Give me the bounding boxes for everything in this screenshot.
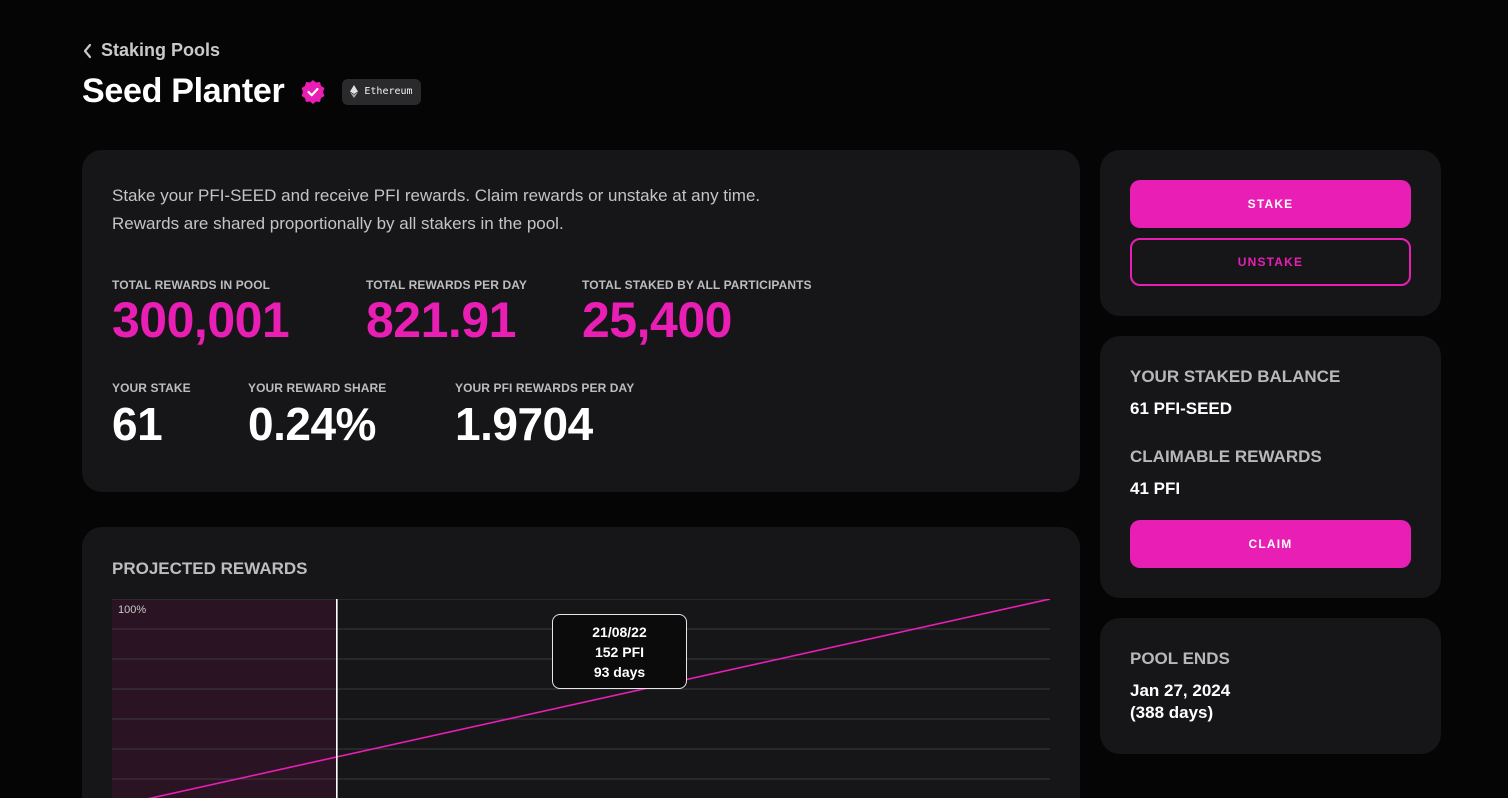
total-staked-label: TOTAL STAKED BY ALL PARTICIPANTS [582, 278, 812, 292]
unstake-button[interactable]: UNSTAKE [1130, 238, 1411, 286]
pool-ends-label: POOL ENDS [1130, 649, 1230, 668]
chain-badge: Ethereum [342, 78, 421, 105]
stake-button[interactable]: STAKE [1130, 180, 1411, 228]
description-line-2: Rewards are shared proportionally by all… [112, 214, 564, 233]
tooltip-value: 152 PFI [594, 643, 645, 660]
projected-rewards-card: PROJECTED REWARDS 100% 21/08/22 152 PFI … [82, 527, 1080, 798]
stake-actions-card: STAKE UNSTAKE [1100, 150, 1441, 316]
verified-badge-icon [301, 79, 325, 104]
pool-title-row: Seed Planter Ethereum [82, 72, 421, 111]
total-rewards-label: TOTAL REWARDS IN POOL [112, 278, 271, 292]
y-axis-max-label: 100% [118, 604, 147, 616]
your-rewards-per-day-stat: YOUR PFI REWARDS PER DAY 1.9704 [455, 381, 634, 451]
reward-share-value: 0.24% [248, 398, 376, 450]
claimable-rewards-label: CLAIMABLE REWARDS [1130, 447, 1322, 466]
your-stake-label: YOUR STAKE [112, 381, 191, 395]
total-rewards-value: 300,001 [112, 292, 290, 348]
pool-ends-date: Jan 27, 2024 [1130, 681, 1231, 700]
total-rewards-stat: TOTAL REWARDS IN POOL 300,001 [112, 278, 290, 348]
claimable-rewards-value: 41 PFI [1130, 479, 1181, 498]
your-rewards-per-day-label: YOUR PFI REWARDS PER DAY [455, 381, 635, 395]
your-stake-value: 61 [112, 398, 163, 450]
reward-share-stat: YOUR REWARD SHARE 0.24% [248, 381, 386, 451]
pool-info-card: Stake your PFI-SEED and receive PFI rewa… [82, 150, 1080, 492]
staked-balance-label: YOUR STAKED BALANCE [1130, 367, 1341, 386]
tooltip-date: 21/08/22 [592, 623, 647, 640]
projected-rewards-chart[interactable] [112, 599, 1050, 798]
projected-rewards-line [147, 599, 1050, 798]
ethereum-icon [350, 85, 359, 98]
tooltip-days: 93 days [593, 663, 646, 680]
pool-ends-days: (388 days) [1130, 703, 1214, 722]
chart-title: PROJECTED REWARDS [112, 559, 308, 578]
balance-card: YOUR STAKED BALANCE 61 PFI-SEED CLAIMABL… [1100, 336, 1441, 598]
total-staked-value: 25,400 [582, 292, 732, 348]
page-title: Seed Planter [82, 72, 285, 110]
description-line-1: Stake your PFI-SEED and receive PFI rewa… [112, 186, 761, 205]
rewards-per-day-value: 821.91 [366, 292, 516, 348]
reward-share-label: YOUR REWARD SHARE [248, 381, 387, 395]
pool-ends-card: POOL ENDS Jan 27, 2024 (388 days) [1100, 618, 1441, 754]
chevron-left-icon [83, 43, 92, 58]
claim-button[interactable]: CLAIM [1130, 520, 1411, 568]
staked-balance-value: 61 PFI-SEED [1130, 399, 1233, 418]
rewards-per-day-label: TOTAL REWARDS PER DAY [366, 278, 528, 292]
back-link-label: Staking Pools [101, 40, 221, 60]
your-rewards-per-day-value: 1.9704 [455, 398, 593, 450]
rewards-per-day-stat: TOTAL REWARDS PER DAY 821.91 [366, 278, 527, 348]
chain-badge-label: Ethereum [364, 86, 413, 97]
your-stake-stat: YOUR STAKE 61 [112, 381, 191, 451]
pool-description: Stake your PFI-SEED and receive PFI rewa… [112, 182, 760, 238]
back-to-staking-pools-link[interactable]: Staking Pools [82, 40, 220, 61]
total-staked-stat: TOTAL STAKED BY ALL PARTICIPANTS 25,400 [582, 278, 812, 348]
chart-tooltip: 21/08/22 152 PFI 93 days [552, 614, 687, 689]
